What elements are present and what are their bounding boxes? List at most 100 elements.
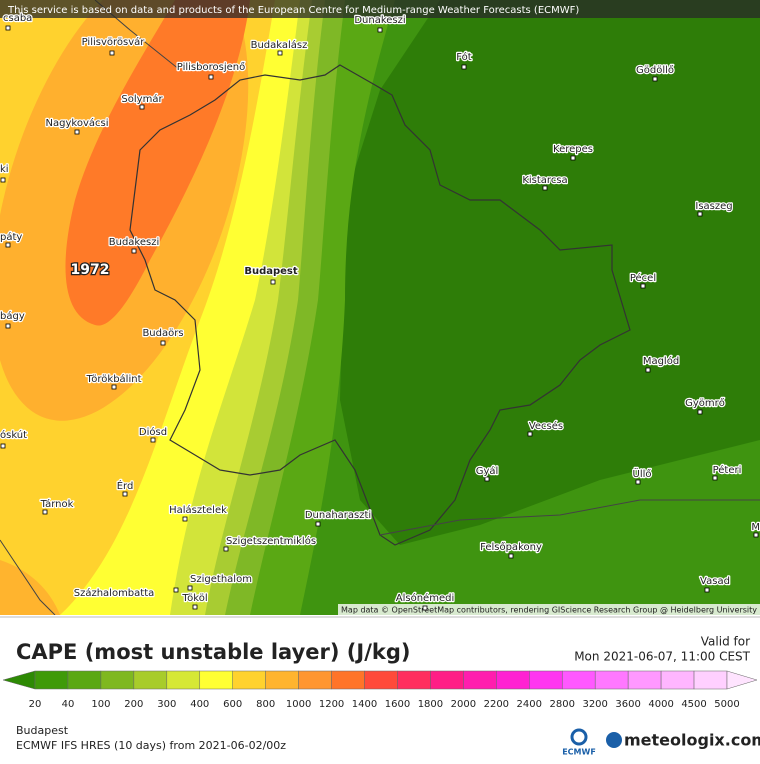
legend-tick-label: 4000 (648, 699, 673, 710)
legend-swatch (627, 670, 662, 690)
legend-swatch (133, 670, 168, 690)
brand: meteologix.com (624, 731, 760, 750)
place-label: Budaörs (142, 328, 183, 339)
place-dot (5, 25, 11, 31)
place-dot (697, 211, 703, 217)
legend-swatch (397, 670, 431, 690)
place-label: Isaszeg (695, 201, 732, 212)
place-label: Dunaharaszti (305, 510, 371, 521)
place-dot (315, 521, 321, 527)
legend-tick-label: 600 (223, 699, 242, 710)
legend-tick-label: 20 (29, 699, 42, 710)
place-dot (697, 409, 703, 415)
place-label: Pécel (630, 272, 656, 284)
legend-tick-label: 3200 (582, 699, 607, 710)
place-label: ki (0, 164, 9, 175)
place-dot (753, 532, 759, 538)
place-label: Budakalász (251, 39, 308, 51)
place-label: Pilisborosjenő (177, 61, 245, 73)
place-dot (208, 74, 214, 80)
place-label: csaba (3, 13, 32, 24)
place-dot (461, 64, 467, 70)
place-dot (712, 475, 718, 481)
legend-swatch (693, 670, 728, 690)
place-label: Maglód (643, 355, 679, 367)
place-label: Szigetszentmiklós (226, 535, 316, 547)
attribution-bg (338, 604, 760, 615)
legend-tick-label: 1000 (286, 699, 311, 710)
model-info: ECMWF IFS HRES (10 days) from 2021-06-02… (16, 739, 286, 752)
place-label: Felsőpakony (480, 541, 542, 553)
legend-tick-label: 2000 (451, 699, 476, 710)
place-label: Tököl (181, 593, 207, 604)
place-dot (704, 587, 710, 593)
place-dot (527, 431, 533, 437)
legend-tick-label: 1200 (319, 699, 344, 710)
field-band (65, 0, 250, 326)
place-label: Kistarcsa (522, 175, 567, 186)
place-label: Dunakeszi (354, 15, 405, 26)
place-dot (645, 367, 651, 373)
place-label: Vasad (700, 576, 730, 587)
legend-arrow (726, 670, 758, 690)
banner: This service is based on data and produc… (7, 5, 579, 16)
place-label: Alsónémedi (396, 592, 454, 604)
legend-tick-label: 200 (124, 699, 143, 710)
place-dot (150, 437, 156, 443)
legend-swatch (199, 670, 233, 690)
place-dot (377, 27, 383, 33)
place-label: Százhalombatta (74, 587, 155, 599)
legend-swatch (561, 670, 596, 690)
place-dot (109, 50, 115, 56)
place-dot (0, 443, 6, 449)
place-dot (635, 479, 641, 485)
legend-tick-label: 4500 (681, 699, 706, 710)
field-dark (340, 0, 760, 545)
legend-tick-label: 100 (91, 699, 110, 710)
legend-tick-label: 300 (157, 699, 176, 710)
place-label: Nagykovácsi (46, 117, 109, 129)
legend-swatch (364, 670, 398, 690)
legend-tick-label: 800 (256, 699, 275, 710)
place-dot (131, 248, 137, 254)
legend-tick-label: 5000 (714, 699, 739, 710)
legend-arrow (2, 670, 36, 690)
place-dot (640, 283, 646, 289)
place-dot (42, 509, 48, 515)
place-label: Vecsés (529, 420, 563, 432)
place-label: Gyömrő (685, 397, 725, 409)
place-dot (5, 323, 11, 329)
ecmwf-logo: ECMWF (562, 748, 596, 757)
legend-swatch (496, 670, 530, 690)
place-label: Tárnok (40, 498, 74, 510)
valid-time: Mon 2021-06-07, 11:00 CEST (574, 650, 750, 664)
place-label: Szigethalom (190, 574, 252, 585)
legend-tick-label: 2800 (550, 699, 575, 710)
place-dot (422, 605, 428, 611)
brand-icon (606, 732, 622, 748)
legend-swatch (430, 670, 464, 690)
place-dot (484, 476, 490, 482)
place-dot (570, 155, 576, 161)
place-label: páty (0, 231, 22, 243)
place-dot (277, 50, 283, 56)
place-dot (122, 491, 128, 497)
legend-tick-label: 1400 (352, 699, 377, 710)
place-label: Gyál (476, 465, 499, 477)
legend-swatch (594, 670, 629, 690)
legend-title: CAPE (most unstable layer) (J/kg) (16, 640, 410, 664)
place-label: Üllő (633, 467, 652, 480)
place-dot (652, 76, 658, 82)
location: Budapest (16, 724, 69, 737)
legend-tick-label: 40 (62, 699, 75, 710)
place-label: Péteri (713, 464, 742, 476)
legend-tick-label: 1600 (385, 699, 410, 710)
place-dot (542, 185, 548, 191)
place-label: Törökbálint (85, 373, 141, 385)
banner-bg (0, 0, 760, 18)
place-dot (74, 129, 80, 135)
place-dot (160, 340, 166, 346)
place-dot (111, 384, 117, 390)
